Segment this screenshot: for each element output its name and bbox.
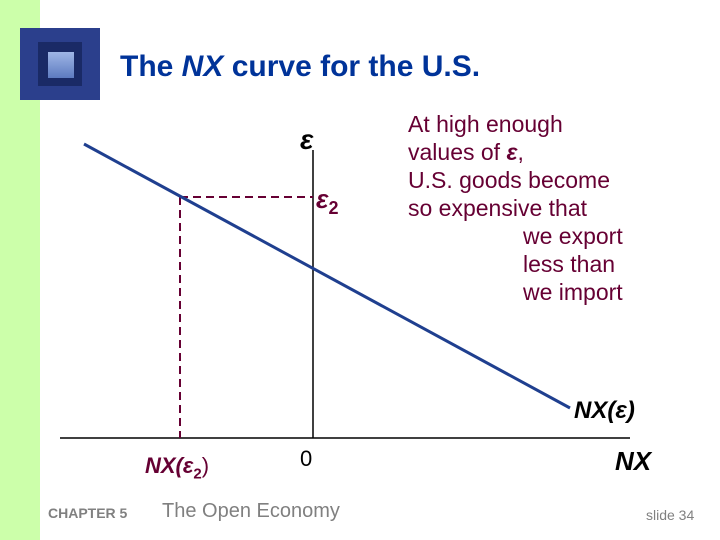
annotation-text: At high enough values of ε, U.S. goods b…	[408, 111, 623, 305]
logo-image	[20, 28, 100, 100]
slide-number: slide 34	[646, 507, 695, 523]
zero-label: 0	[300, 446, 313, 471]
e2-label: ε2	[316, 184, 339, 219]
footer-chapter: CHAPTER 5	[48, 505, 128, 521]
y-axis-label: ε	[300, 124, 314, 155]
footer-topic: The Open Economy	[162, 500, 340, 522]
slide-title: The NX curve for the U.S.	[120, 50, 481, 83]
nx-e2-label: NX(ε2)	[145, 453, 210, 483]
nx-curve	[83, 142, 571, 410]
curve-label: NX(ε)	[574, 397, 635, 424]
x-axis-label: NX	[615, 446, 652, 476]
